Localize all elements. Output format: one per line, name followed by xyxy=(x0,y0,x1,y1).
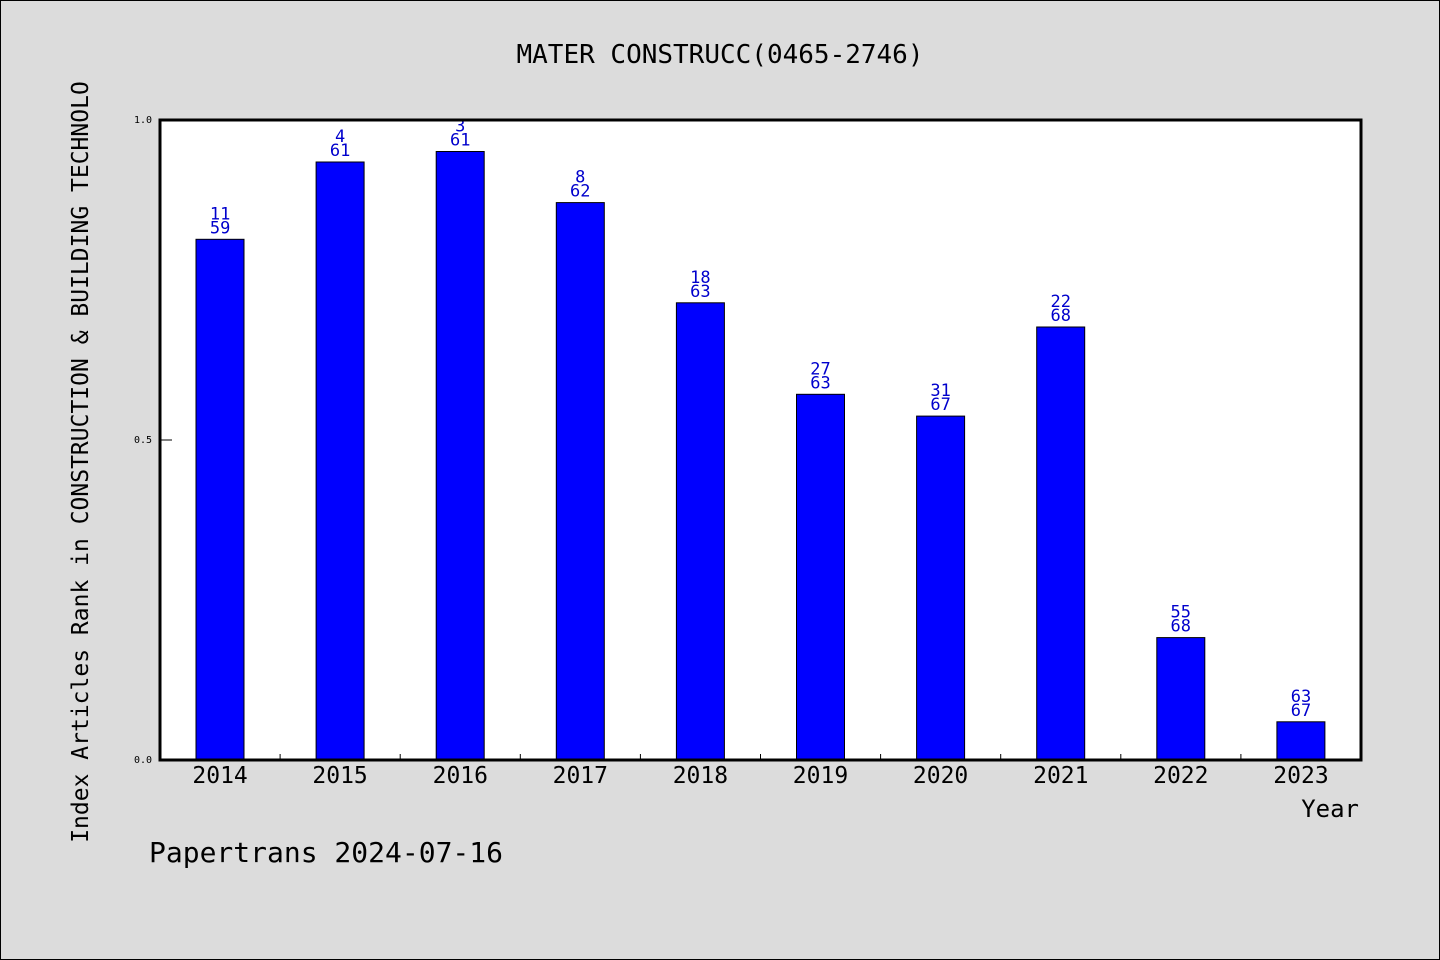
bar-total-label: 63 xyxy=(690,282,710,302)
source-date-footnote: Papertrans 2024-07-16 xyxy=(149,836,503,869)
bar-total-label: 59 xyxy=(210,218,230,238)
bar-2015 xyxy=(315,161,365,761)
bar-rank-label: 4 xyxy=(335,127,345,147)
bar-total-label: 62 xyxy=(570,182,590,202)
bar-rank-label: 3 xyxy=(455,117,465,137)
bar-rank-label: 11 xyxy=(210,204,230,224)
bar-2014 xyxy=(195,238,245,761)
bar-total-label: 61 xyxy=(450,131,470,151)
x-tick-label: 2022 xyxy=(1153,763,1208,789)
bar-rank-label: 55 xyxy=(1171,603,1191,623)
x-tick-label: 2020 xyxy=(913,763,968,789)
bar-2023 xyxy=(1276,721,1326,761)
plot-frame xyxy=(158,118,1363,762)
x-tick-label: 2015 xyxy=(312,763,367,789)
bar-2018 xyxy=(675,302,725,761)
x-tick-label: 2023 xyxy=(1273,763,1328,789)
bar-total-label: 67 xyxy=(1291,701,1311,721)
x-tick-label: 2019 xyxy=(793,763,848,789)
x-tick-label: 2021 xyxy=(1033,763,1088,789)
x-axis-label: Year xyxy=(1301,795,1359,823)
bar-rank-label: 63 xyxy=(1291,687,1311,707)
bar-total-label: 67 xyxy=(930,395,950,415)
bar-total-label: 63 xyxy=(810,373,830,393)
bar-rank-label: 27 xyxy=(810,359,830,379)
bar-2020 xyxy=(916,415,966,761)
bar-rank-label: 8 xyxy=(575,168,585,188)
bar-2017 xyxy=(555,202,605,761)
x-tick-label: 2014 xyxy=(192,763,247,789)
bar-total-label: 68 xyxy=(1051,306,1071,326)
bar-total-label: 61 xyxy=(330,141,350,161)
y-axis-label: Index Articles Rank in CONSTRUCTION & BU… xyxy=(68,81,94,843)
bar-rank-label: 31 xyxy=(930,381,950,401)
y-tick-label: 0.0 xyxy=(134,755,152,766)
x-tick-label: 2018 xyxy=(673,763,728,789)
bar-rank-label: 18 xyxy=(690,268,710,288)
bar-2019 xyxy=(796,393,845,761)
bar-total-label: 68 xyxy=(1171,617,1191,637)
x-tick-label: 2016 xyxy=(433,763,488,789)
x-tick-label: 2017 xyxy=(553,763,608,789)
y-tick-label: 1.0 xyxy=(134,115,152,126)
bar-rank-label: 22 xyxy=(1051,292,1071,312)
bar-2022 xyxy=(1156,637,1206,761)
bar-2021 xyxy=(1036,326,1086,761)
y-tick-label: 0.5 xyxy=(134,435,152,446)
chart-title: MATER CONSTRUCC(0465-2746) xyxy=(517,40,924,70)
bar-2016 xyxy=(435,151,485,761)
